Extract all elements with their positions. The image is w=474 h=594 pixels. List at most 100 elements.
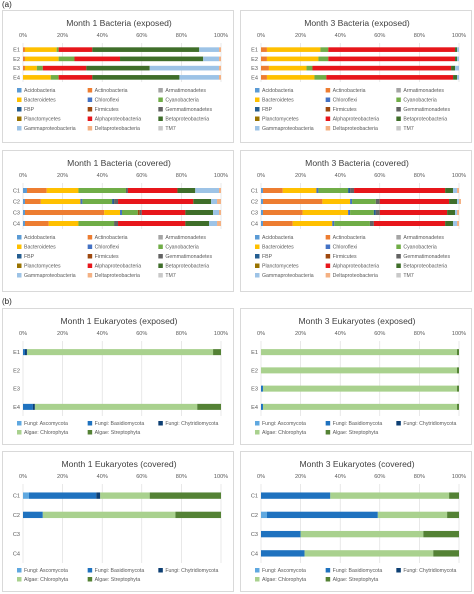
legend-swatch (17, 244, 22, 249)
legend-swatch (325, 88, 331, 93)
bar-segment-actinobacteria (262, 188, 283, 193)
legend-label: Cyanobacteria (165, 245, 199, 251)
bar-segment-gammaproteobacteria (457, 75, 459, 80)
legend-swatch (17, 577, 22, 582)
legend-swatch (396, 116, 401, 121)
legend-label: Algae: Streptophyta (333, 430, 379, 436)
bar-segment-acidobacteria (23, 221, 25, 226)
legend-label: Bacteroidetes (262, 245, 294, 251)
legend-label: Algae: Streptophyta (95, 577, 141, 583)
legend-label: Fungi: Ascomycota (262, 421, 306, 427)
legend-label: Cyanobacteria (403, 98, 437, 104)
legend-label: Fungi: Ascomycota (262, 568, 306, 574)
chart-svg: Month 1 Bacteria (exposed) 0% 20% 40% 60% 80%… (13, 18, 228, 132)
x-tick-label: 0% (257, 173, 265, 179)
legend-label: Algae: Chlorophyta (262, 577, 306, 583)
legend-swatch (158, 88, 163, 93)
legend-label: Alphaproteobacteria (333, 117, 380, 123)
bar-segment-deltaproteobacteria (219, 47, 221, 52)
bar-segment-gammaproteobacteria (453, 188, 458, 193)
legend-swatch (325, 126, 331, 131)
legend-swatch (396, 244, 401, 249)
legend-label: Acidobacteria (262, 235, 294, 241)
category-label: E3 (251, 387, 258, 393)
legend-label: Acidobacteria (24, 235, 56, 241)
bar-segment-actinobacteria (262, 221, 293, 226)
category-label: C3 (13, 532, 20, 538)
x-tick-label: 60% (374, 173, 385, 179)
legend-swatch (17, 88, 22, 93)
legend-swatch (255, 244, 260, 249)
legend-swatch (17, 107, 22, 112)
bar-segment-gammaproteobacteria (149, 65, 220, 71)
bar-segment-gammaproteobacteria (209, 221, 218, 226)
category-label: E2 (13, 57, 20, 63)
legend-label: Armatimonadetes (165, 88, 206, 94)
bar-segment-deltaproteobacteria (219, 210, 221, 215)
bar-segment-fungi-basidiomycota (261, 550, 305, 557)
x-tick-label: 80% (176, 173, 187, 179)
legend-swatch (87, 88, 93, 93)
x-tick-label: 40% (335, 173, 346, 179)
bar-segment-fbp (348, 188, 351, 193)
chart-panel-7: Month 1 Eukaryotes (covered) 0% 20% 40% 60% 8… (2, 451, 234, 592)
x-tick-label: 100% (452, 33, 466, 39)
bar-segment-alphaproteobacteria (379, 210, 448, 215)
legend-label: Fungi: Basidiomycota (95, 568, 145, 574)
bar-segment-betaproteobacteria (86, 65, 150, 71)
bar-segment-algae-chlorophyta (300, 530, 424, 538)
x-tick-label: 0% (257, 33, 265, 39)
legend-swatch (158, 421, 163, 426)
bar-segment-gammaproteobacteria (457, 199, 459, 204)
category-label: E1 (251, 48, 258, 54)
legend-label: Fungi: Ascomycota (24, 568, 68, 574)
bar-segment-gammaproteobacteria (179, 75, 220, 80)
chart-panel-4: Month 3 Bacteria (covered) 0% 20% 40% 60% 80%… (240, 150, 472, 292)
bar-segment-cyanobacteria (82, 199, 113, 204)
bar-segment-algae-chlorophyta (377, 511, 448, 519)
legend-swatch (17, 126, 22, 131)
x-tick-label: 20% (57, 173, 68, 179)
bar-segment-alphaproteobacteria (58, 47, 93, 52)
legend-label: Actinobacteria (333, 88, 366, 94)
chart-svg: Month 3 Eukaryotes (exposed) 0% 20% 40% 60% 8… (251, 316, 466, 436)
legend-label: Alphaproteobacteria (95, 117, 142, 123)
bar-segment-algae-chlorophyta (330, 492, 450, 499)
chart-title: Month 3 Bacteria (exposed) (304, 18, 410, 28)
legend-label: Gammaproteobacteria (262, 273, 314, 279)
legend-label: Fungi: Chytridiomycota (165, 568, 218, 574)
legend-swatch (17, 273, 22, 278)
legend-swatch (325, 97, 331, 102)
bar-segment-deltaproteobacteria (219, 65, 221, 71)
legend-swatch (396, 263, 401, 268)
chart-panel-8: Month 3 Eukaryotes (covered) 0% 20% 40% 60% 8… (240, 451, 472, 592)
bar-segment-alphaproteobacteria (42, 65, 87, 71)
legend-label: Deltaproteobacteria (95, 126, 140, 132)
legend-swatch (158, 244, 163, 249)
category-label: E1 (13, 350, 20, 356)
bar-segment-betaproteobacteria (447, 210, 456, 215)
bar-segment-firmicutes (137, 210, 140, 215)
legend-label: Actinobacteria (95, 88, 128, 94)
legend-swatch (87, 244, 93, 249)
legend-swatch (255, 421, 260, 426)
legend-label: Algae: Streptophyta (333, 577, 379, 583)
bar-segment-alphaproteobacteria (328, 56, 456, 62)
bar-segment-cyanobacteria (78, 188, 126, 193)
legend-label: Planctomycetes (24, 264, 61, 270)
bar-segment-bacteroidetes (46, 188, 79, 193)
bar-segment-fungi-ascomycota (261, 511, 267, 519)
section-label-a: (a) (2, 0, 12, 9)
bar-segment-algae-streptophyta (457, 349, 459, 356)
bar-segment-bacteroidetes (292, 221, 333, 226)
x-tick-label: 80% (414, 331, 425, 337)
legend-swatch (87, 254, 93, 259)
bar-segment-fungi-basidiomycota (261, 403, 263, 410)
category-label: C3 (251, 211, 258, 217)
bar-segment-bacteroidetes (104, 210, 121, 215)
bar-segment-fbp (112, 199, 115, 204)
legend-swatch (325, 244, 331, 249)
x-tick-label: 60% (374, 474, 385, 480)
legend-label: Algae: Chlorophyta (262, 430, 306, 436)
legend-label: Armatimonadetes (403, 235, 444, 241)
